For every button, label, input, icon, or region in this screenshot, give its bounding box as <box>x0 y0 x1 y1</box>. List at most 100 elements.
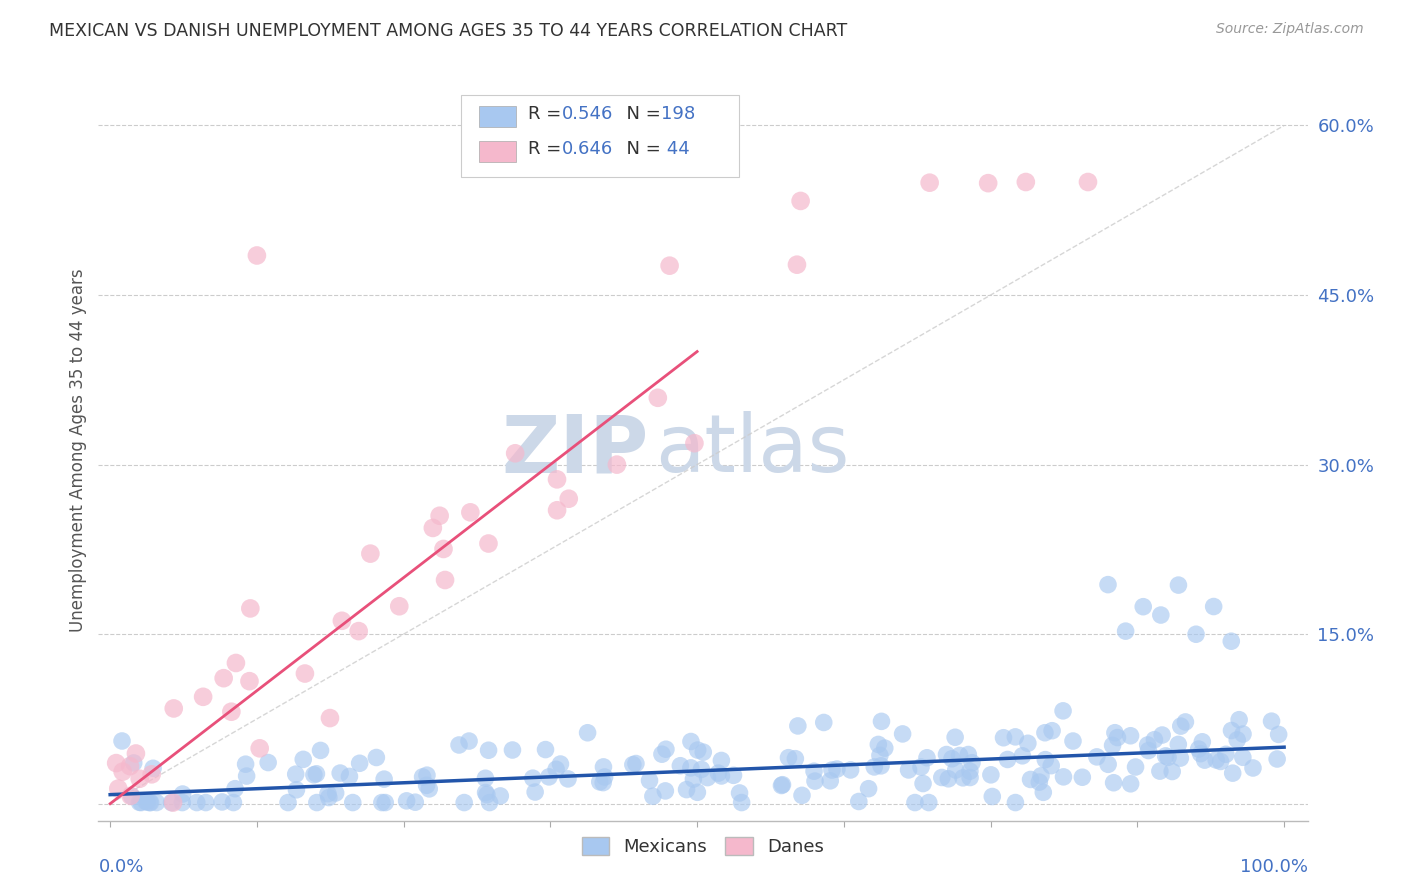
Point <box>285 782 308 797</box>
Point <box>1136 738 1159 752</box>
Point <box>1040 723 1063 738</box>
Legend: Mexicans, Danes: Mexicans, Danes <box>575 830 831 863</box>
Point <box>305 766 328 780</box>
Point <box>246 248 269 262</box>
Point <box>1167 578 1189 592</box>
Point <box>675 782 697 797</box>
Point <box>1085 750 1108 764</box>
Point <box>943 731 966 745</box>
Text: R =: R = <box>527 140 567 158</box>
Point <box>121 789 143 803</box>
Point <box>395 794 418 808</box>
Point <box>373 772 395 786</box>
Point <box>366 750 388 764</box>
Point <box>388 599 411 614</box>
Point <box>977 176 1000 190</box>
Point <box>778 750 800 764</box>
Point <box>211 795 233 809</box>
Point <box>1150 608 1173 623</box>
Point <box>191 690 214 704</box>
Point <box>1017 736 1039 750</box>
Point <box>813 715 835 730</box>
Point <box>558 491 581 506</box>
Point <box>225 656 247 670</box>
Point <box>1101 739 1123 753</box>
Point <box>959 764 981 779</box>
Point <box>786 719 808 733</box>
Point <box>1028 775 1050 789</box>
Point <box>957 747 980 762</box>
Point <box>1260 714 1282 728</box>
Point <box>772 778 794 792</box>
Point <box>692 745 714 759</box>
Point <box>1167 738 1189 752</box>
Point <box>918 796 941 810</box>
Point <box>1189 747 1212 761</box>
Point <box>125 747 148 761</box>
Point <box>949 748 972 763</box>
Point <box>1115 624 1137 639</box>
Point <box>1011 748 1033 763</box>
Point <box>1107 731 1129 745</box>
Text: 198: 198 <box>661 104 695 122</box>
Point <box>135 794 157 808</box>
Point <box>1222 766 1244 780</box>
Point <box>186 796 208 810</box>
Point <box>415 778 437 792</box>
Point <box>728 786 751 800</box>
Point <box>316 787 339 801</box>
Point <box>820 773 842 788</box>
Point <box>935 747 957 762</box>
Point <box>1191 735 1213 749</box>
Point <box>669 758 692 772</box>
Point <box>1215 747 1237 762</box>
Text: 0.646: 0.646 <box>561 140 613 158</box>
Point <box>592 760 614 774</box>
Point <box>1033 753 1056 767</box>
Point <box>1119 777 1142 791</box>
Point <box>1157 750 1180 764</box>
Point <box>1220 723 1243 738</box>
Point <box>686 743 709 757</box>
Point <box>593 770 616 784</box>
Point <box>1232 750 1254 764</box>
Point <box>1143 732 1166 747</box>
Point <box>804 774 827 789</box>
Point <box>803 764 825 779</box>
Point <box>546 762 568 776</box>
Point <box>960 756 983 770</box>
Point <box>1170 751 1192 765</box>
Point <box>1205 753 1227 767</box>
Point <box>222 796 245 810</box>
Point <box>910 760 932 774</box>
Point <box>891 727 914 741</box>
Point <box>460 505 482 519</box>
Point <box>1267 727 1289 741</box>
Point <box>683 436 706 450</box>
Point <box>1077 175 1099 189</box>
Point <box>277 796 299 810</box>
Text: N =: N = <box>614 140 666 158</box>
Text: R =: R = <box>527 104 567 122</box>
Point <box>142 761 165 775</box>
Point <box>257 756 280 770</box>
Point <box>679 734 702 748</box>
Point <box>1170 719 1192 733</box>
Text: ZIP: ZIP <box>502 411 648 490</box>
Point <box>1040 758 1063 772</box>
Point <box>1052 704 1074 718</box>
Point <box>404 795 426 809</box>
Point <box>1019 772 1042 787</box>
Text: 100.0%: 100.0% <box>1240 858 1308 876</box>
Point <box>111 734 134 748</box>
Point <box>339 769 361 783</box>
Point <box>786 258 808 272</box>
Point <box>235 757 257 772</box>
Point <box>118 759 141 773</box>
Point <box>122 756 145 770</box>
Point <box>302 768 325 782</box>
Point <box>141 767 163 781</box>
Point <box>128 795 150 809</box>
Point <box>1071 770 1094 784</box>
Point <box>501 743 523 757</box>
